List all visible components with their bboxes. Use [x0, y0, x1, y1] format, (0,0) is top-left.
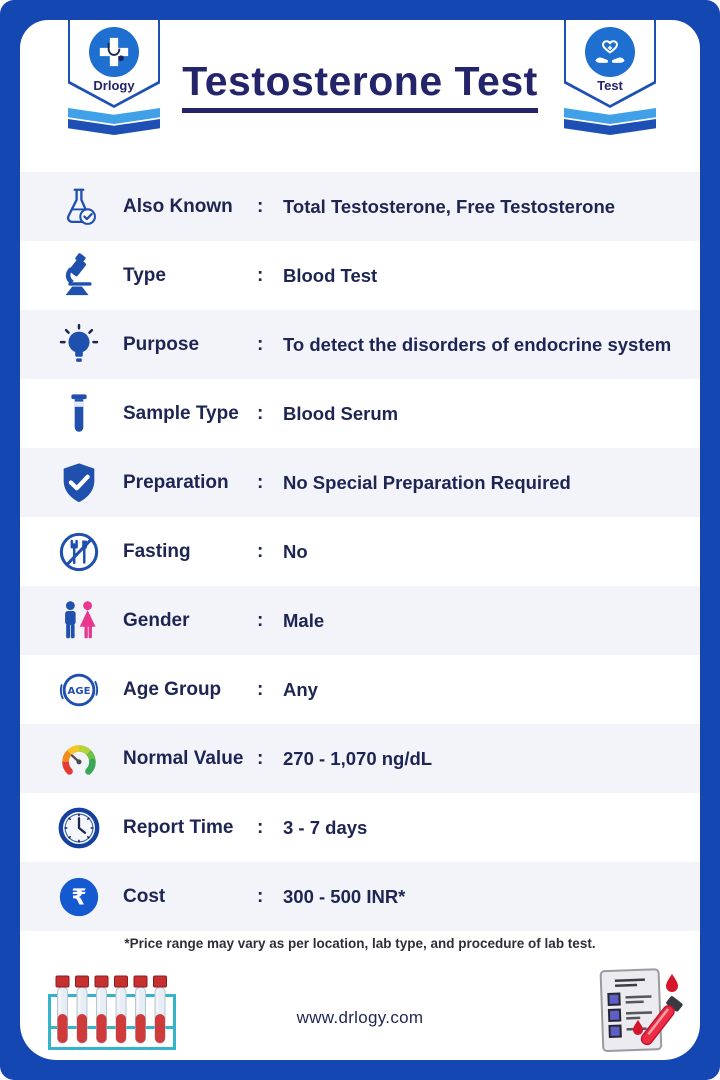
no-food-icon [56, 529, 102, 575]
row-colon: : [257, 471, 264, 493]
row-label: Sample Type [123, 402, 239, 424]
row-value: No Special Preparation Required [283, 471, 571, 493]
row-label: Normal Value [123, 747, 244, 769]
row-value: 3 - 7 days [283, 816, 368, 838]
row-colon: : [257, 678, 264, 700]
row-colon: : [257, 264, 264, 286]
badge-label: Drlogy [93, 78, 135, 93]
row-value: Any [283, 678, 318, 700]
row-value: 270 - 1,070 ng/dL [283, 747, 433, 769]
row-value: Total Testosterone, Free Testosterone [283, 195, 616, 217]
info-row-age-group: Age Group: Any [20, 655, 700, 724]
row-label: Type [123, 264, 166, 286]
badge-shield: Test [564, 20, 656, 108]
row-colon: : [257, 885, 264, 907]
test-tube-rack-illustration [48, 975, 176, 1050]
info-row-cost: Cost:300 - 500 INR* [20, 862, 700, 931]
row-label: Also Known [123, 195, 233, 217]
price-footnote: *Price range may vary as per location, l… [124, 936, 596, 951]
info-row-type: Type: Blood Test [20, 241, 700, 310]
clock-icon [56, 805, 102, 851]
row-label: Report Time [123, 816, 234, 838]
info-row-gender: Gender: Male [20, 586, 700, 655]
hands-heart-icon [585, 27, 635, 77]
infographic-card: Drlogy Test Testosterone Test Also Known… [20, 20, 700, 1060]
info-row-report-time: Report Time:3 - 7 days [20, 793, 700, 862]
test-badge: Test [564, 20, 656, 146]
gender-icon [56, 598, 102, 644]
row-colon: : [257, 540, 264, 562]
info-row-preparation: Preparation: No Special Preparation Requi… [20, 448, 700, 517]
chevron-decoration [68, 108, 160, 124]
row-value: To detect the disorders of endocrine sys… [283, 333, 672, 355]
row-label: Cost [123, 885, 166, 907]
lightbulb-icon [56, 322, 102, 368]
row-label: Fasting [123, 540, 191, 562]
row-colon: : [257, 816, 264, 838]
row-colon: : [257, 609, 264, 631]
blood-test-checklist-illustration [599, 968, 683, 1053]
gauge-icon [56, 736, 102, 782]
info-row-sample-type: Sample Type: Blood Serum [20, 379, 700, 448]
microscope-icon [56, 253, 102, 299]
drlogy-badge: Drlogy [68, 20, 160, 146]
row-value: Male [283, 609, 325, 631]
chevron-decoration [68, 119, 160, 135]
row-value: Blood Serum [283, 402, 399, 424]
chevron-decoration [564, 119, 656, 135]
info-rows: Also Known: Total Testosterone, Free Test… [20, 172, 700, 931]
info-row-also-known: Also Known: Total Testosterone, Free Test… [20, 172, 700, 241]
row-colon: : [257, 195, 264, 217]
row-label: Gender [123, 609, 190, 631]
row-value: Blood Test [283, 264, 378, 286]
row-label: Age Group [123, 678, 222, 700]
row-colon: : [257, 333, 264, 355]
test-tube-icon [56, 391, 102, 437]
rupee-icon [56, 874, 102, 920]
info-row-normal-value: Normal Value:270 - 1,070 ng/dL [20, 724, 700, 793]
website-link: www.drlogy.com [296, 1008, 424, 1027]
info-row-fasting: Fasting: No [20, 517, 700, 586]
row-value: No [283, 540, 308, 562]
age-circle-icon [56, 667, 102, 713]
chevron-decoration [564, 108, 656, 124]
badge-label: Test [597, 78, 623, 93]
info-row-purpose: Purpose: To detect the disorders of endoc… [20, 310, 700, 379]
drlogy-logo-icon [89, 27, 139, 77]
row-label: Purpose [123, 333, 200, 355]
row-label: Preparation [123, 471, 229, 493]
row-colon: : [257, 747, 264, 769]
page-title: Testosterone Test [182, 58, 538, 113]
flask-check-icon [56, 184, 102, 230]
badge-shield: Drlogy [68, 20, 160, 108]
row-colon: : [257, 402, 264, 424]
row-value: 300 - 500 INR* [283, 885, 406, 907]
shield-check-icon [56, 460, 102, 506]
